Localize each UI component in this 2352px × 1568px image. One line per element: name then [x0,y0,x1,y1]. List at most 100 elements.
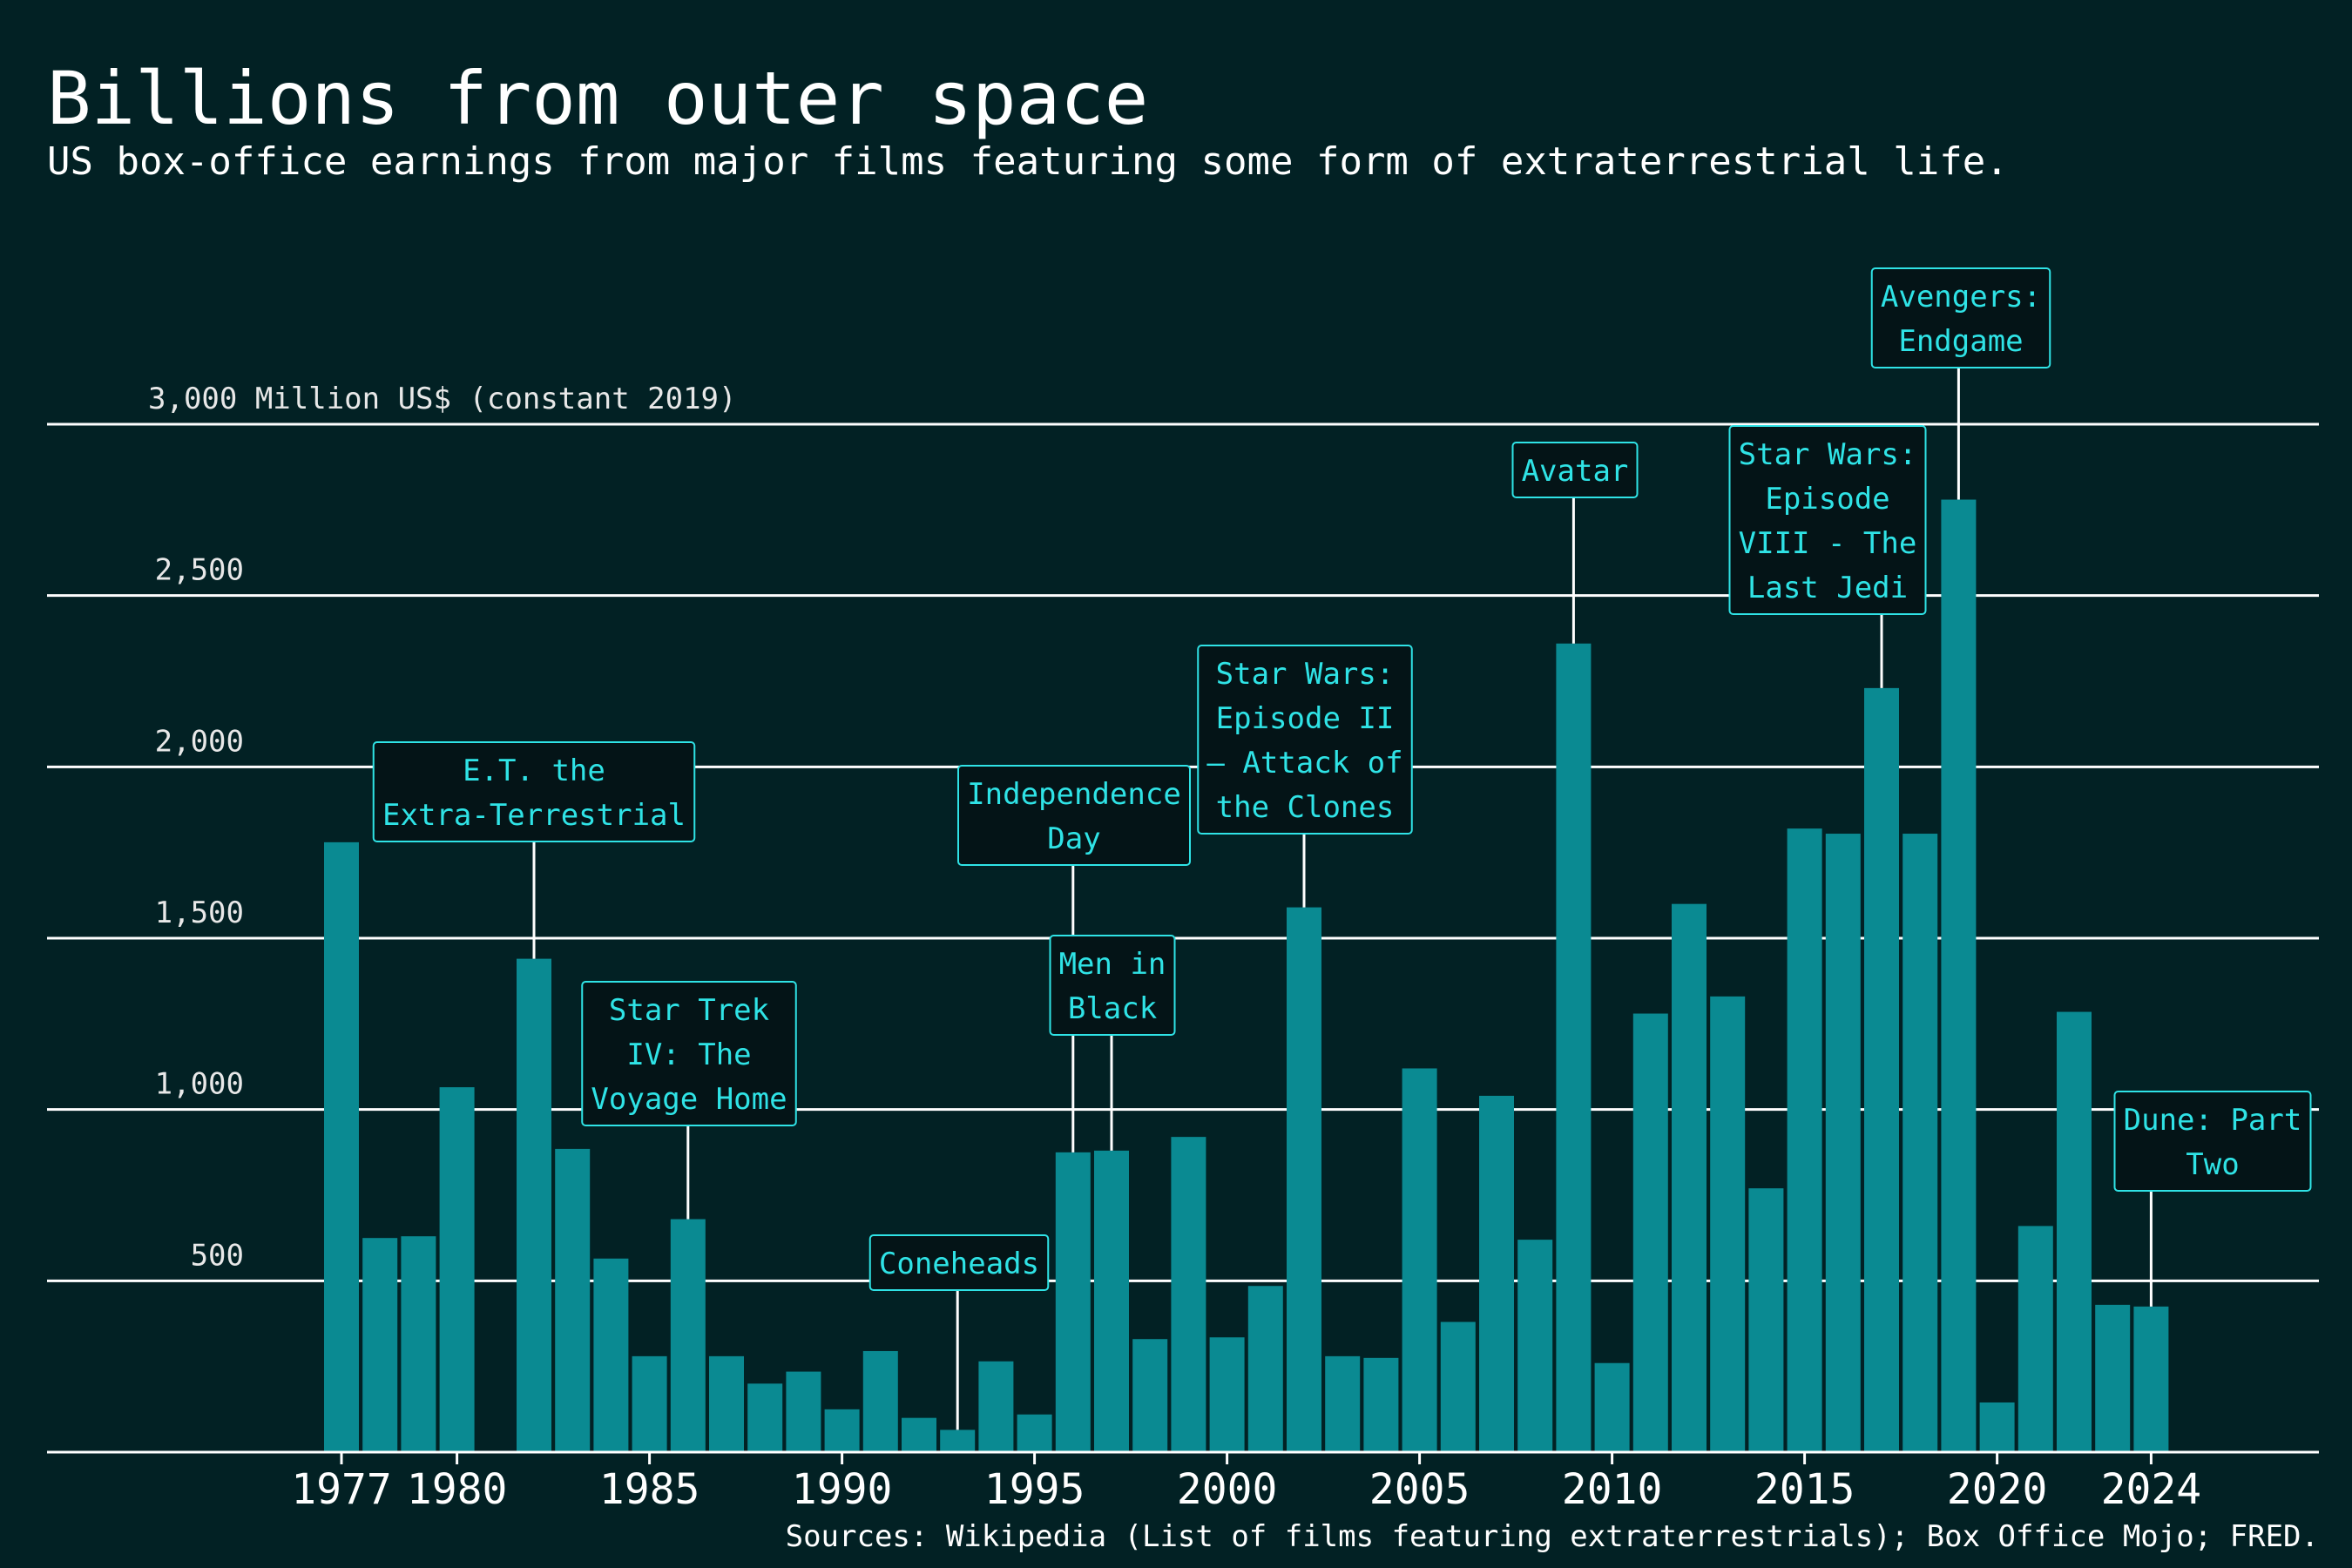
x-tick-label: 1977 [291,1465,392,1514]
x-tick-label: 2000 [1177,1465,1278,1514]
x-axis-ticks: 1977 1980 1985 1990 1995 2000 2005 2010 2015 2020… [291,1452,2201,1514]
annotation-box [1870,267,2051,368]
bar-2017 [1864,687,1899,1452]
bar-1986 [670,1219,706,1452]
bar-2002 [1287,907,1321,1452]
bar-2006 [1440,1321,1476,1452]
y-tick-label: 1,500 [155,896,244,930]
x-tick-label: 2020 [1947,1465,2048,1514]
bar-1979 [401,1236,436,1452]
annotation-1996: Independence Day [957,765,1191,1152]
annotation-2024: Dune: Part Two [2113,1091,2312,1307]
bar-1999 [1171,1137,1206,1452]
bar-1982 [517,958,551,1452]
x-tick-label: 2015 [1754,1465,1855,1514]
chart-subtitle: US box-office earnings from major films … [47,139,2009,184]
bar-1987 [709,1355,744,1452]
annotation-box [1049,935,1176,1036]
bar-2012 [1672,903,1707,1452]
bar-2013 [1710,996,1746,1452]
bar-1977 [324,841,359,1452]
annotation-1993: Coneheads [868,1234,1050,1430]
bars [324,499,2169,1452]
annotation-label: Day [1047,821,1100,856]
x-tick-label: 2005 [1369,1465,1470,1514]
annotation-2019: Avengers: Endgame [1870,267,2051,500]
annotation-label: Star Wars: [1739,437,1917,472]
annotation-label: Episode [1765,482,1889,517]
bar-1980 [439,1087,475,1452]
x-tick-label: 1990 [792,1465,893,1514]
annotation-box [1728,425,1927,615]
annotation-label: Dune: Part [2124,1103,2302,1138]
bar-1978 [362,1238,398,1452]
annotation-1986: Star Trek IV: The Voyage Home [581,981,797,1220]
annotation-2017: Star Wars: Episode VIII - The Last Jedi [1728,425,1927,688]
bar-2016 [1825,834,1861,1452]
annotation-box [957,765,1191,866]
annotation-label: Extra-Terrestrial [382,798,686,833]
bar-1990 [824,1409,860,1452]
x-tick-label: 1995 [984,1465,1085,1514]
bar-2010 [1594,1362,1630,1452]
annotation-label: Last Jedi [1747,571,1908,605]
bar-1988 [747,1383,783,1452]
bar-2014 [1748,1188,1784,1452]
annotation-label: E.T. the [463,754,605,788]
annotation-box [868,1234,1050,1291]
bar-2023 [2095,1304,2131,1452]
bar-1996 [1055,1152,1091,1452]
y-tick-label: 3,000 Million US$ (constant 2019) [148,382,737,416]
bar-1993 [940,1429,976,1452]
annotation-label: Star Wars: [1216,657,1395,692]
x-tick-label: 2010 [1562,1465,1663,1514]
bar-2001 [1247,1286,1283,1452]
annotation-label: Black [1068,991,1157,1026]
annotation-label: Independence [967,777,1181,812]
y-tick-label: 500 [191,1238,244,1273]
annotation-box [1197,645,1413,835]
bar-2000 [1209,1337,1245,1452]
bar-2007 [1479,1095,1514,1452]
chart-title: Billions from outer space [47,56,1148,141]
bar-2009 [1556,643,1592,1452]
annotation-label: the Clones [1216,790,1395,825]
bar-2004 [1363,1357,1399,1452]
bar-2022 [2057,1011,2092,1452]
annotation-label: Two [2186,1147,2239,1182]
annotation-label: Men in [1059,947,1166,982]
annotation-box [581,981,797,1126]
bar-2018 [1903,834,1938,1452]
bar-2003 [1325,1355,1361,1452]
annotation-label: Star Trek [609,993,769,1028]
x-tick-label: 2024 [2101,1465,2202,1514]
bar-1997 [1094,1150,1129,1452]
y-tick-label: 1,000 [155,1067,244,1102]
bar-1991 [862,1350,898,1452]
bar-1992 [902,1417,936,1452]
bar-2024 [2133,1306,2169,1452]
bar-2011 [1632,1013,1668,1452]
annotation-box [372,741,696,842]
annotations: E.T. the Extra-Terrestrial Star Trek IV: Th… [372,267,2312,1430]
annotation-label: IV: The [626,1037,751,1072]
y-tick-label: 2,500 [155,553,244,588]
annotation-2002: Star Wars: Episode II – Attack of the Clone… [1197,645,1413,908]
bar-1994 [978,1361,1014,1452]
annotation-label: – Attack of [1206,746,1402,781]
annotation-label: VIII - The [1739,526,1917,561]
bar-2019 [1941,499,1977,1452]
bar-2020 [1979,1402,2015,1452]
bar-2015 [1787,828,1822,1452]
bar-2021 [2017,1226,2053,1452]
x-tick-label: 1980 [407,1465,508,1514]
bar-1985 [632,1355,667,1452]
annotation-label: Voyage Home [591,1082,787,1117]
x-tick-label: 1985 [599,1465,700,1514]
annotation-label: Endgame [1898,324,2023,359]
annotation-1997: Men in Black [1049,935,1176,1151]
bar-1983 [555,1148,591,1452]
bar-2005 [1402,1068,1437,1452]
y-tick-label: 2,000 [155,724,244,759]
